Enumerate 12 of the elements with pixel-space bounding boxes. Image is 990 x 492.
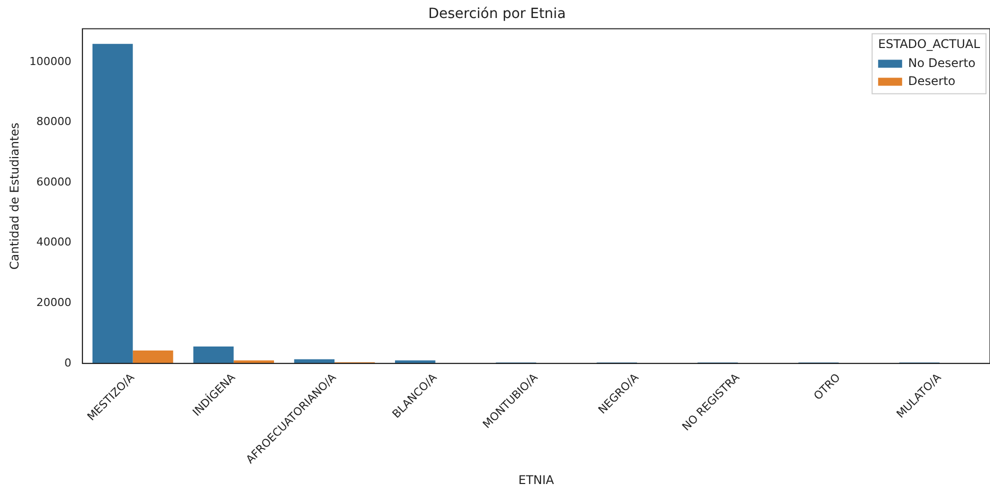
y-tick-label: 20000 xyxy=(36,296,72,309)
legend-label: Deserto xyxy=(908,74,956,88)
x-axis-title: ETNIA xyxy=(518,472,555,487)
y-axis-title: Cantidad de Estudiantes xyxy=(7,122,22,270)
chart-title: Deserción por Etnia xyxy=(428,6,566,22)
y-tick-label: 80000 xyxy=(36,115,72,128)
y-tick-label: 0 xyxy=(64,356,72,370)
legend-title: ESTADO_ACTUAL xyxy=(878,36,980,51)
y-tick-label: 60000 xyxy=(36,175,72,188)
legend-label: No Deserto xyxy=(908,56,976,70)
y-tick-label: 40000 xyxy=(36,236,72,249)
y-tick-label: 100000 xyxy=(29,54,72,68)
